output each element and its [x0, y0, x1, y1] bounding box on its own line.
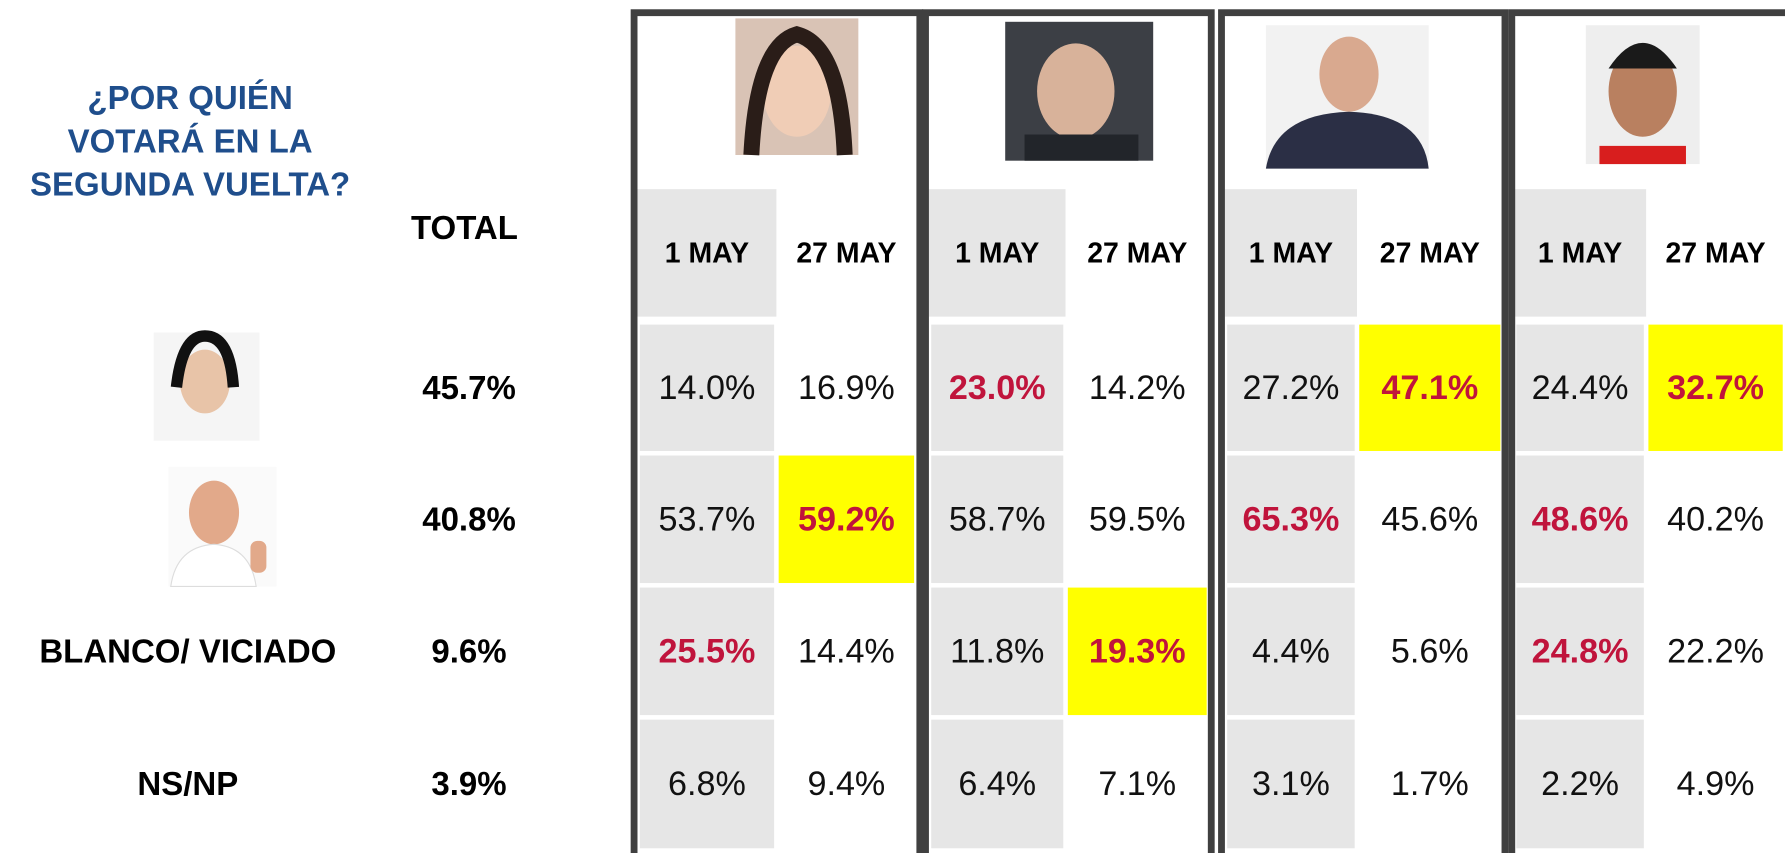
total-header: TOTAL	[411, 209, 518, 246]
cell-bg	[1648, 587, 1783, 716]
cell-bg	[1648, 324, 1783, 451]
cell-bg	[639, 719, 775, 849]
row-label: NS/NP	[137, 765, 238, 802]
cell-value: 22.2%	[1667, 633, 1764, 671]
cell-bg	[1227, 587, 1355, 716]
cell-value: 11.8%	[950, 633, 1044, 671]
candidate-photo	[1585, 25, 1700, 165]
cell-value: 45.6%	[1381, 501, 1478, 539]
cells: 1 MAY 27 MAY 1 MAY 27 MAY 1 MAY 27 MAY 1 MAY 27…	[637, 189, 1783, 849]
cell-value: 25.5%	[659, 633, 756, 671]
date-header: 1 MAY	[665, 238, 749, 270]
date-header: 27 MAY	[1380, 238, 1480, 270]
group-border	[1508, 9, 1785, 853]
cell-value: 32.7%	[1667, 369, 1764, 407]
row-total: 9.6%	[431, 632, 506, 669]
title: ¿POR QUIÉN	[87, 79, 292, 116]
cell-bg	[1067, 719, 1207, 849]
cell-bg	[1359, 324, 1501, 451]
cell-value: 1.7%	[1391, 765, 1469, 803]
cell-bg	[1359, 719, 1501, 849]
cell-bg	[1648, 455, 1783, 584]
cell-bg	[1067, 324, 1207, 451]
header-cell	[1514, 189, 1647, 317]
candidate-photo	[1005, 21, 1154, 161]
date-header: 27 MAY	[1665, 238, 1765, 270]
cell-bg	[931, 455, 1064, 584]
cell-value: 53.7%	[659, 501, 756, 539]
cell-bg	[1227, 719, 1355, 849]
cell-bg	[1359, 587, 1501, 716]
cell-bg	[1516, 719, 1644, 849]
title: SEGUNDA VUELTA?	[30, 166, 350, 203]
cell-value: 23.0%	[949, 369, 1046, 407]
cell-value: 5.6%	[1391, 633, 1469, 671]
candidate-photo	[735, 18, 859, 156]
cell-bg	[639, 455, 775, 584]
header-cell	[928, 189, 1066, 317]
cell-bg	[931, 719, 1064, 849]
cell-bg	[639, 587, 775, 716]
cell-bg	[1516, 587, 1644, 716]
date-header: 1 MAY	[1538, 238, 1622, 270]
borders	[630, 9, 1785, 853]
cell-value: 14.4%	[798, 633, 895, 671]
date-header: 1 MAY	[1249, 238, 1333, 270]
cell-bg	[1516, 455, 1644, 584]
cell-value: 14.2%	[1089, 369, 1186, 407]
row-total: 3.9%	[431, 765, 506, 802]
cell-bg	[1359, 455, 1501, 584]
date-header: 1 MAY	[955, 238, 1039, 270]
cell-value: 14.0%	[659, 369, 756, 407]
cell-bg	[931, 324, 1064, 451]
cell-value: 7.1%	[1098, 765, 1176, 803]
row-total: 45.7%	[422, 369, 516, 406]
cell-value: 27.2%	[1243, 369, 1340, 407]
group-border	[922, 9, 1215, 853]
cell-bg	[1227, 324, 1355, 451]
candidate-photo	[153, 330, 260, 441]
cell-value: 24.8%	[1532, 633, 1629, 671]
cell-value: 16.9%	[798, 369, 895, 407]
group-border	[630, 9, 924, 853]
title: VOTARÁ EN LA	[68, 122, 313, 159]
group-border	[1218, 9, 1509, 853]
cell-bg	[1067, 455, 1207, 584]
cell-value: 59.2%	[798, 501, 895, 539]
candidate-photo	[1265, 25, 1429, 169]
cell-bg	[778, 587, 915, 716]
cell-bg	[1648, 719, 1783, 849]
cell-value: 19.3%	[1089, 633, 1186, 671]
cell-value: 4.4%	[1252, 633, 1330, 671]
date-header: 27 MAY	[796, 238, 896, 270]
candidate-photo	[168, 466, 277, 588]
cell-value: 65.3%	[1243, 501, 1340, 539]
cell-value: 40.2%	[1667, 501, 1764, 539]
cell-value: 48.6%	[1532, 501, 1629, 539]
cell-value: 9.4%	[807, 765, 885, 803]
date-header: 27 MAY	[1087, 238, 1187, 270]
row-total: 40.8%	[422, 500, 516, 537]
cell-bg	[1067, 587, 1207, 716]
cell-bg	[778, 324, 915, 451]
cell-bg	[778, 455, 915, 584]
cell-value: 59.5%	[1089, 501, 1186, 539]
cell-value: 3.1%	[1252, 765, 1330, 803]
cell-value: 6.4%	[958, 765, 1036, 803]
cell-value: 47.1%	[1381, 369, 1478, 407]
cell-bg	[931, 587, 1064, 716]
cell-value: 6.8%	[668, 765, 746, 803]
cell-value: 24.4%	[1532, 369, 1629, 407]
header-cell	[637, 189, 777, 317]
cell-bg	[639, 324, 775, 451]
cell-value: 2.2%	[1541, 765, 1619, 803]
cell-bg	[778, 719, 915, 849]
cell-bg	[1516, 324, 1644, 451]
row-label: BLANCO/ VICIADO	[39, 632, 336, 669]
cell-bg	[1227, 455, 1355, 584]
cell-value: 58.7%	[949, 501, 1046, 539]
header-cell	[1224, 189, 1357, 317]
cell-value: 4.9%	[1677, 765, 1755, 803]
